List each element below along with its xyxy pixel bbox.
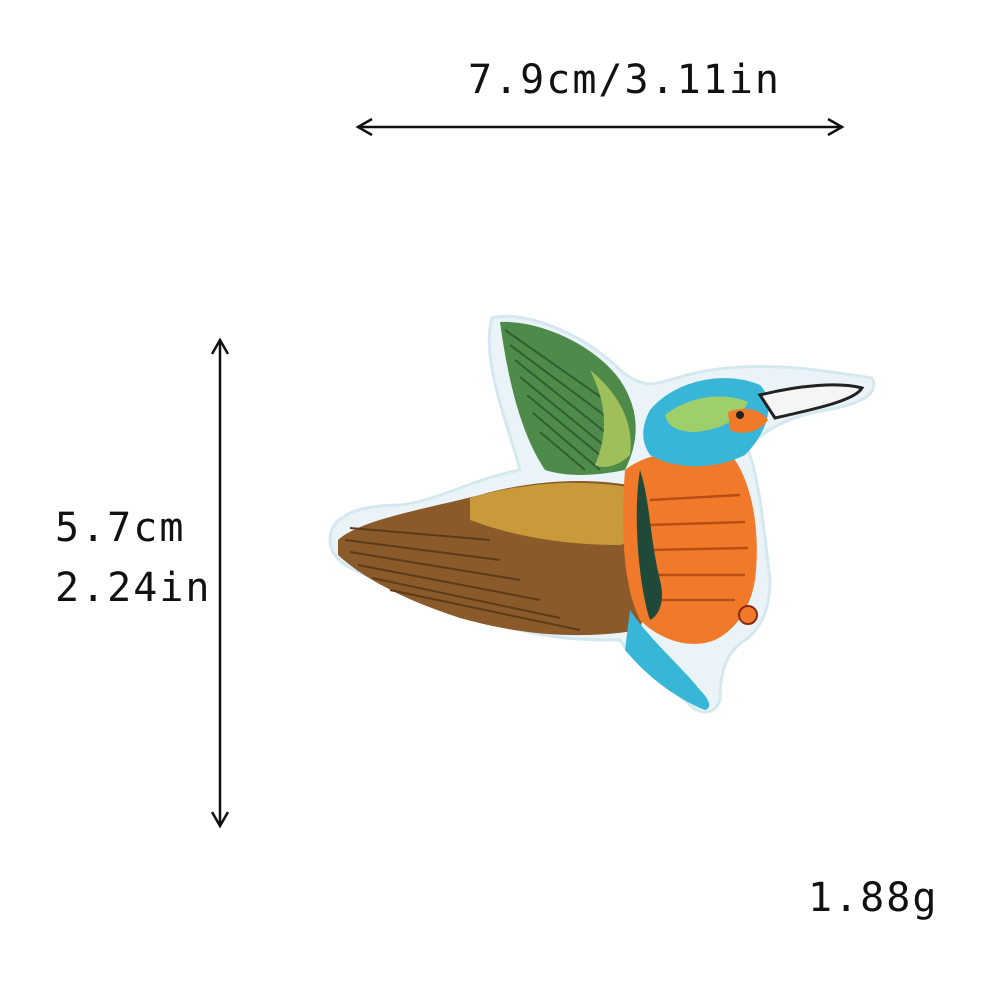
height-cm-label: 5.7cm — [55, 505, 186, 551]
height-arrow-icon — [210, 337, 230, 829]
weight-label: 1.88g — [808, 875, 939, 921]
width-arrow-icon — [355, 117, 845, 137]
width-dimension-label: 7.9cm/3.11in — [468, 57, 781, 103]
bird-eye — [736, 411, 744, 419]
upper-wing — [500, 321, 636, 475]
bird-foot — [738, 605, 758, 625]
bird-tail — [625, 610, 710, 710]
bird-beak — [757, 383, 865, 420]
height-in-label: 2.24in — [55, 565, 212, 611]
